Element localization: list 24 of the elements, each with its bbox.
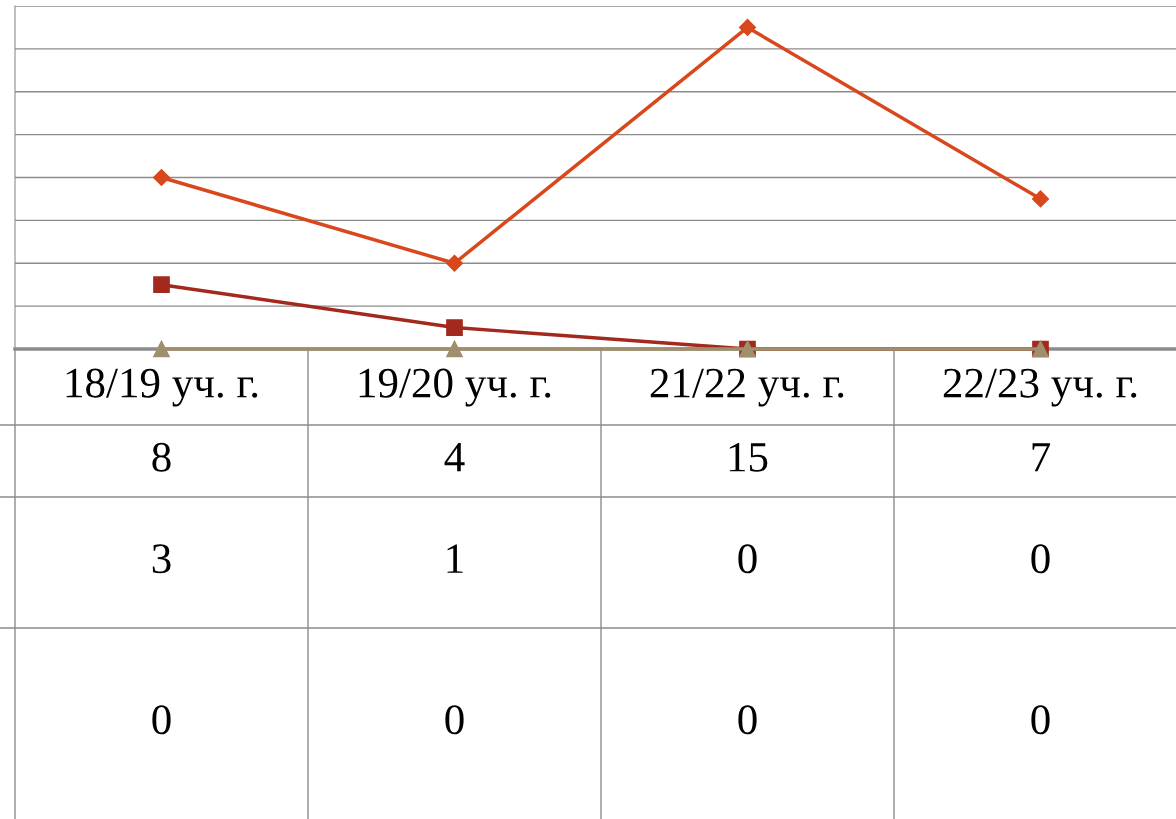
data-label: 8 [152,442,171,472]
data-label: 4 [444,443,465,472]
data-label: 0 [738,705,757,735]
data-label: 0 [738,544,757,574]
data-label: 0 [445,705,464,735]
x-tick-label: 19/20 уч. г. [359,368,551,407]
data-label: 0 [1031,705,1050,735]
point [153,340,170,358]
point [152,168,171,187]
point [446,319,463,336]
point [1031,190,1050,208]
x-tick-label: 18/19 уч. г. [66,368,258,407]
point [445,254,464,272]
point [446,340,463,358]
data-label: 0 [152,705,171,735]
data-label: 15 [729,442,768,472]
data-label: 7 [1032,443,1051,472]
data-label: 1 [447,544,463,573]
point [738,18,757,36]
x-tick-label: 21/22 уч. г. [650,368,844,407]
data-label: 3 [152,544,171,574]
data-label: 0 [1031,544,1050,574]
point [153,276,170,294]
x-tick-label: 22/23 уч. г. [943,368,1137,407]
